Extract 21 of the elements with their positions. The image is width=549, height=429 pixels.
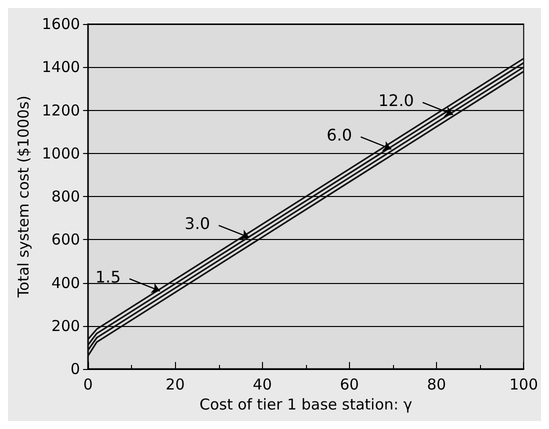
y-tick-label: 200 bbox=[51, 316, 80, 335]
x-tick-label: 40 bbox=[252, 376, 272, 394]
annotation: 12.0 bbox=[378, 91, 414, 110]
annotation: 1.5 bbox=[95, 268, 121, 287]
y-tick-label: 1200 bbox=[42, 101, 80, 120]
x-tick-label: 0 bbox=[83, 376, 93, 394]
y-tick-label: 1000 bbox=[42, 144, 80, 162]
x-axis-title: Cost of tier 1 base station: γ bbox=[200, 396, 412, 414]
y-tick-label: 800 bbox=[51, 188, 80, 206]
y-tick-label: 400 bbox=[51, 274, 80, 292]
y-tick-label: 600 bbox=[51, 230, 80, 249]
y-tick-label: 0 bbox=[70, 360, 80, 378]
x-tick-label: 80 bbox=[427, 376, 446, 394]
x-tick-label: 20 bbox=[166, 376, 185, 394]
x-tick-label: 60 bbox=[340, 376, 359, 394]
y-tick-label: 1400 bbox=[42, 58, 80, 76]
y-tick-label: 1600 bbox=[42, 15, 80, 33]
annotation: 6.0 bbox=[326, 126, 352, 145]
x-tick-label: 100 bbox=[509, 376, 538, 394]
y-axis-title: Total system cost ($1000s) bbox=[14, 96, 32, 298]
annotation: 3.0 bbox=[184, 214, 210, 234]
